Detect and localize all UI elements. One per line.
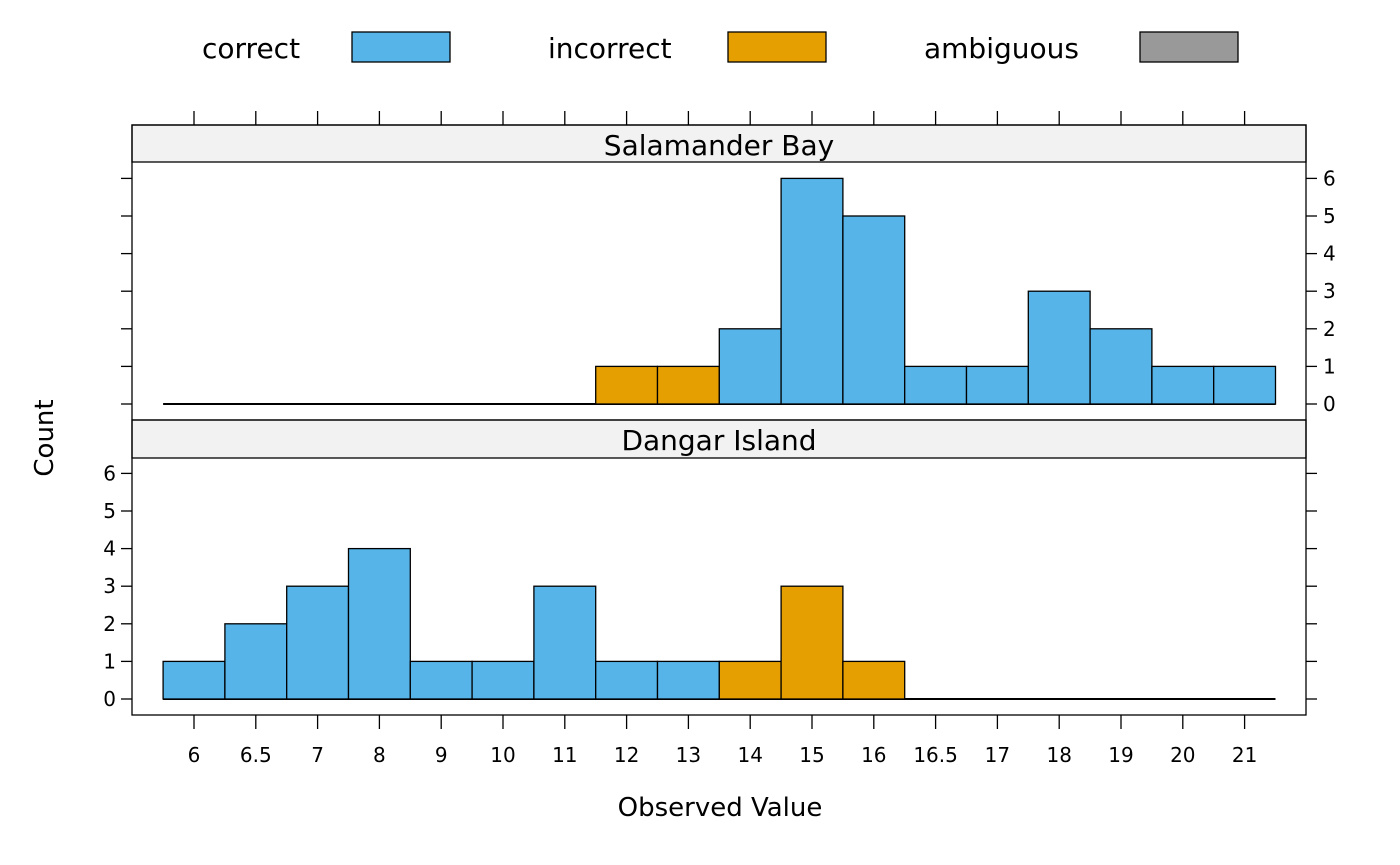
- x-tick-label: 8: [373, 743, 386, 767]
- x-tick-label: 11: [552, 743, 577, 767]
- panel-strip-label: Salamander Bay: [604, 129, 834, 162]
- bar-dangar-island-6: [162, 660, 226, 700]
- x-tick-label: 6: [188, 743, 201, 767]
- x-tick-label: 14: [737, 743, 762, 767]
- panel-dangar-island: Dangar Island 0 1 2 3 4 5 6: [103, 419, 1317, 711]
- y-tick-label: 2: [1323, 317, 1336, 341]
- panel-strip-label: Dangar Island: [621, 424, 816, 457]
- bar-dangar-island-10: [471, 660, 535, 700]
- y-tick-label: 0: [103, 687, 116, 711]
- bar-salamander-bay-17: [965, 365, 1029, 405]
- y-tick-label: 1: [103, 649, 116, 673]
- y-tick-label: 3: [103, 574, 116, 598]
- x-tick-label: 16.5: [913, 743, 958, 767]
- x-tick-label: 13: [676, 743, 701, 767]
- bar-salamander-bay-20: [1151, 365, 1215, 405]
- bar-dangar-island-9: [409, 660, 473, 700]
- bar-dangar-island-11: [533, 585, 597, 700]
- bar-dangar-island-12: [595, 660, 659, 700]
- x-tick-label: 6.5: [240, 743, 272, 767]
- bar-salamander-bay-21: [1213, 365, 1277, 405]
- bar-dangar-island-16: [842, 660, 906, 700]
- y-tick-label: 2: [103, 612, 116, 636]
- legend: correct incorrect ambiguous: [202, 31, 1239, 65]
- x-tick-label: 19: [1108, 743, 1133, 767]
- x-tick-label: 7: [311, 743, 324, 767]
- legend-label-ambiguous: ambiguous: [924, 32, 1079, 65]
- bar-dangar-island-8: [347, 547, 411, 700]
- y-tick-label: 6: [1323, 166, 1336, 190]
- bar-dangar-island-7: [286, 585, 350, 700]
- x-tick-label: 21: [1232, 743, 1257, 767]
- legend-swatch-incorrect: [727, 31, 827, 63]
- bar-salamander-bay-19: [1089, 328, 1153, 405]
- x-tick-label: 9: [435, 743, 448, 767]
- x-tick-label: 15: [799, 743, 824, 767]
- bar-dangar-island-15: [780, 585, 844, 700]
- bar-salamander-bay-16_5: [904, 365, 968, 405]
- x-tick-label: 20: [1170, 743, 1195, 767]
- legend-label-correct: correct: [202, 32, 300, 65]
- panel-salamander-bay: Salamander Bay 0 1 2 3 4 5 6: [121, 124, 1336, 416]
- bar-dangar-island-14: [718, 660, 782, 700]
- y-tick-label: 6: [103, 461, 116, 485]
- x-tick-label: 18: [1046, 743, 1071, 767]
- y-tick-label: 4: [1323, 242, 1336, 266]
- y-tick-label: 0: [1323, 392, 1336, 416]
- x-axis-title: Observed Value: [618, 793, 823, 823]
- y-tick-label: 1: [1323, 354, 1336, 378]
- bar-salamander-bay-18: [1027, 290, 1091, 405]
- x-tick-label: 16: [861, 743, 886, 767]
- x-tick-label: 17: [985, 743, 1010, 767]
- legend-swatch-ambiguous: [1139, 31, 1239, 63]
- bar-salamander-bay-14: [718, 328, 782, 405]
- bar-salamander-bay-15: [780, 177, 844, 405]
- x-tick-label: 12: [614, 743, 639, 767]
- legend-swatch-correct: [351, 31, 451, 63]
- x-tick-label: 10: [490, 743, 515, 767]
- panel-strip: [131, 124, 1307, 163]
- y-tick-label: 5: [1323, 204, 1336, 228]
- bar-dangar-island-6_5: [224, 623, 288, 700]
- y-tick-label: 5: [103, 499, 116, 523]
- bar-salamander-bay-13: [656, 365, 720, 405]
- legend-label-incorrect: incorrect: [548, 32, 672, 65]
- bar-dangar-island-13: [656, 660, 720, 700]
- y-axis-title: Count: [30, 399, 60, 476]
- bar-salamander-bay-12: [595, 365, 659, 405]
- axes: 6 6.5 7 8 9 10 11 12 13 14 15 16 16.5 17 18 19 20 21: [131, 111, 1307, 767]
- bar-salamander-bay-16: [842, 215, 906, 405]
- y-tick-label: 4: [103, 537, 116, 561]
- y-tick-label: 3: [1323, 279, 1336, 303]
- panels: Salamander Bay 0 1 2 3 4 5 6 Dangar Island 0 1 2 3 4 5…: [103, 124, 1336, 711]
